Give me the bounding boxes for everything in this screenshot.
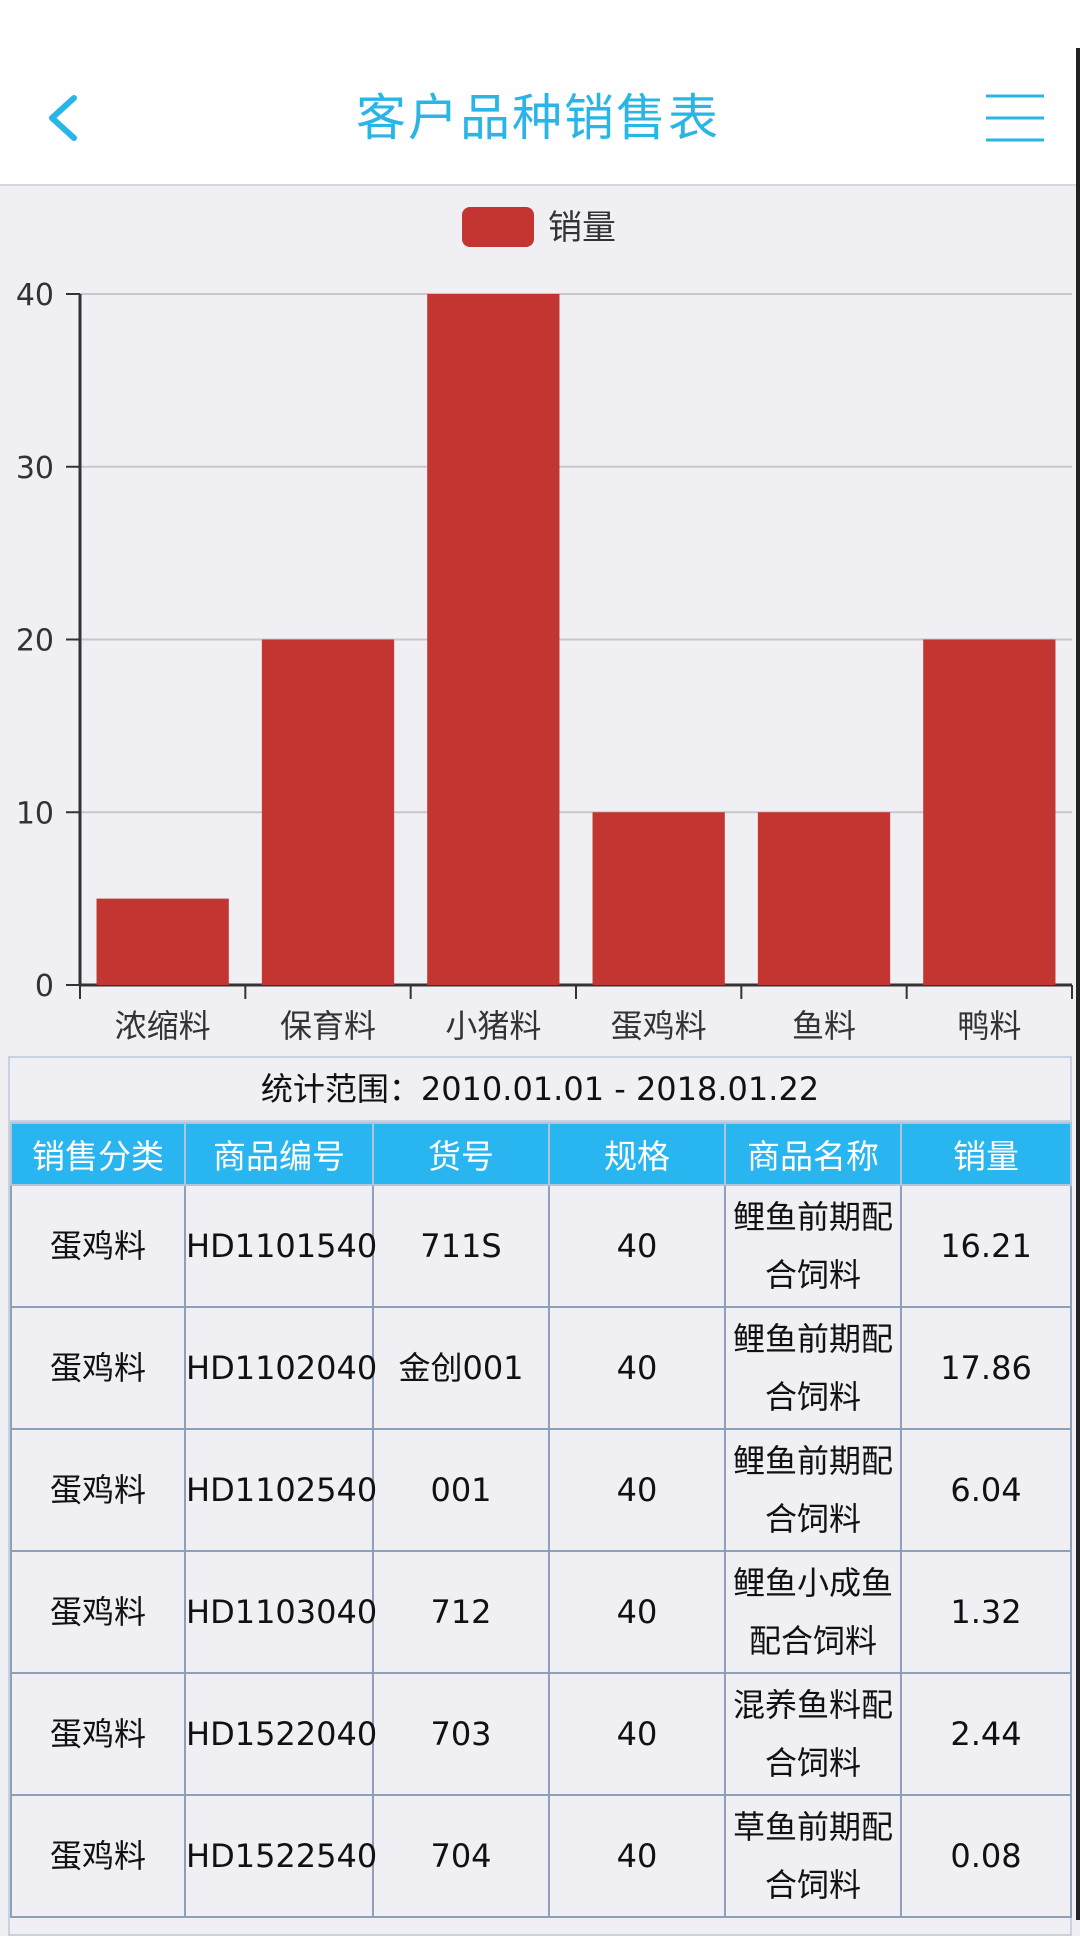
bar-保育料	[261, 639, 395, 985]
legend-label: 销量	[548, 208, 616, 248]
cell-category: 蛋鸡料	[10, 1672, 186, 1796]
y-tick-label: 0	[35, 969, 54, 1004]
cell-category: 蛋鸡料	[10, 1794, 186, 1918]
column-header-name[interactable]: 商品名称	[724, 1122, 902, 1186]
x-tick-label: 蛋鸡料	[611, 1007, 707, 1045]
cell-sales: 2.44	[900, 1672, 1072, 1796]
legend-swatch	[462, 207, 534, 247]
window-edge	[1076, 48, 1080, 1920]
sales-bar-chart: 销量 0 10 20 30 40 浓缩料 保育料 小猪料 蛋鸡料 鱼料 鸭料	[16, 207, 1073, 1045]
cell-name-line2: 合饲料	[764, 1866, 861, 1904]
table-row[interactable]: 蛋鸡料 HD1102540 001 40 鲤鱼前期配合饲料 6.04	[10, 1428, 1072, 1552]
cell-name: 混养鱼料配 合饲料	[724, 1672, 902, 1796]
cell-name: 鲤鱼前期配 合饲料	[724, 1306, 902, 1430]
page-title: 客户品种销售表	[356, 89, 720, 147]
y-tick-label: 40	[16, 278, 54, 313]
cell-item-no: 712	[372, 1550, 550, 1674]
table-row[interactable]: 蛋鸡料 HD1522040 703 40 混养鱼料配合饲料 2.44	[10, 1672, 1072, 1796]
sales-table-panel: 统计范围：2010.01.01 - 2018.01.22 销售分类 商品编号 货…	[8, 1056, 1072, 1936]
cell-name-line2: 合饲料	[764, 1256, 861, 1294]
cell-sales: 0.08	[900, 1794, 1072, 1918]
cell-code: HD1522040	[184, 1672, 377, 1796]
status-bar	[0, 0, 1080, 48]
cell-spec: 40	[548, 1428, 726, 1552]
x-tick-label: 浓缩料	[115, 1007, 211, 1045]
cell-code: HD1522540	[184, 1794, 377, 1918]
cell-category: 蛋鸡料	[10, 1550, 186, 1674]
cell-name-line2: 合饲料	[764, 1744, 861, 1782]
column-header-item-no[interactable]: 货号	[372, 1122, 550, 1186]
cell-name-line1: 鲤鱼小成鱼	[732, 1564, 893, 1602]
sales-table: 销售分类 商品编号 货号 规格 商品名称 销量 蛋鸡料 HD1101540 71…	[10, 1122, 1072, 1918]
back-button[interactable]	[40, 88, 90, 148]
cell-name-line2: 合饲料	[764, 1500, 861, 1538]
cell-spec: 40	[548, 1184, 726, 1308]
column-header-sales[interactable]: 销量	[900, 1122, 1072, 1186]
cell-sales: 6.04	[900, 1428, 1072, 1552]
cell-code: HD1102540	[184, 1428, 377, 1552]
table-row[interactable]: 蛋鸡料 HD1101540 711S 40 鲤鱼前期配合饲料 16.21	[10, 1184, 1072, 1308]
date-range: 统计范围：2010.01.01 - 2018.01.22	[10, 1058, 1070, 1122]
table-row[interactable]: 蛋鸡料 HD1102040 金创001 40 鲤鱼前期配合饲料 17.86	[10, 1306, 1072, 1430]
x-tick-label: 鸭料	[957, 1007, 1021, 1045]
x-tick-label: 鱼料	[792, 1007, 856, 1045]
cell-name-line1: 鲤鱼前期配	[732, 1442, 893, 1480]
cell-sales: 16.21	[900, 1184, 1072, 1308]
column-header-spec[interactable]: 规格	[548, 1122, 726, 1186]
cell-spec: 40	[548, 1794, 726, 1918]
cell-item-no: 704	[372, 1794, 550, 1918]
cell-name-line1: 草鱼前期配	[732, 1808, 893, 1846]
cell-category: 蛋鸡料	[10, 1184, 186, 1308]
cell-name: 鲤鱼前期配 合饲料	[724, 1184, 902, 1308]
cell-category: 蛋鸡料	[10, 1306, 186, 1430]
chevron-left-icon	[49, 95, 77, 141]
x-tick-label: 小猪料	[445, 1007, 541, 1045]
cell-sales: 1.32	[900, 1550, 1072, 1674]
bar-小猪料	[427, 294, 560, 985]
cell-name: 鲤鱼前期配 合饲料	[724, 1428, 902, 1552]
cell-category: 蛋鸡料	[10, 1428, 186, 1552]
cell-code: HD1101540	[184, 1184, 377, 1308]
cell-sales: 17.86	[900, 1306, 1072, 1430]
cell-spec: 40	[548, 1550, 726, 1674]
cell-item-no: 711S	[372, 1184, 550, 1308]
nav-bar: 客户品种销售表	[0, 48, 1076, 186]
cell-item-no: 001	[372, 1428, 550, 1552]
y-tick-label: 30	[16, 451, 54, 486]
x-tick-label: 保育料	[280, 1007, 376, 1045]
table-header-row: 销售分类 商品编号 货号 规格 商品名称 销量	[10, 1122, 1072, 1186]
bar-鱼料	[757, 812, 891, 985]
cell-name-line2: 配合饲料	[748, 1622, 877, 1660]
cell-spec: 40	[548, 1306, 726, 1430]
cell-spec: 40	[548, 1672, 726, 1796]
cell-code: HD1102040	[184, 1306, 377, 1430]
y-tick-label: 10	[16, 796, 54, 831]
column-header-code[interactable]: 商品编号	[184, 1122, 374, 1186]
hamburger-menu-icon	[986, 94, 1044, 142]
table-row[interactable]: 蛋鸡料 HD1522540 704 40 草鱼前期配合饲料 0.08	[10, 1794, 1072, 1918]
y-tick-label: 20	[16, 624, 54, 659]
cell-name-line1: 鲤鱼前期配	[732, 1320, 893, 1358]
cell-name: 草鱼前期配 合饲料	[724, 1794, 902, 1918]
column-header-category[interactable]: 销售分类	[10, 1122, 186, 1186]
cell-item-no: 金创001	[372, 1306, 550, 1430]
bar-浓缩料	[96, 898, 229, 985]
cell-name-line1: 鲤鱼前期配	[732, 1198, 893, 1236]
cell-name: 鲤鱼小成鱼 配合饲料	[724, 1550, 902, 1674]
cell-code: HD1103040	[184, 1550, 377, 1674]
cell-name-line1: 混养鱼料配	[732, 1686, 893, 1724]
menu-button[interactable]	[982, 88, 1048, 148]
cell-name-line2: 合饲料	[764, 1378, 861, 1416]
cell-item-no: 703	[372, 1672, 550, 1796]
bar-鸭料	[923, 639, 1056, 985]
table-row[interactable]: 蛋鸡料 HD1103040 712 40 鲤鱼小成鱼配合饲料 1.32	[10, 1550, 1072, 1674]
bar-蛋鸡料	[592, 812, 725, 985]
